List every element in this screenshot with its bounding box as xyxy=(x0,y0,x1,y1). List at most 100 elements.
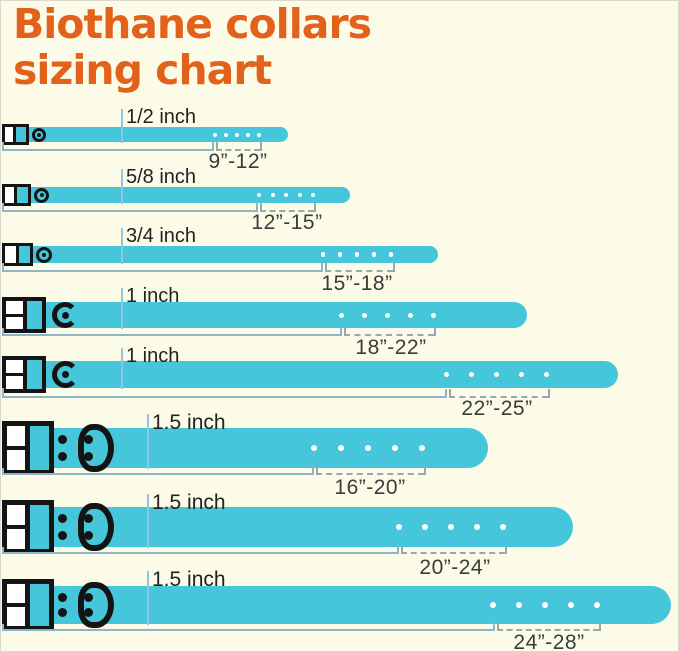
adjustment-range-bracket-line xyxy=(449,396,548,398)
rivet-icon xyxy=(58,531,67,540)
length-bracket-left-tick xyxy=(2,468,4,475)
adjustment-range-left-tick xyxy=(325,263,327,272)
adjustment-hole-icon xyxy=(361,312,367,318)
collar-width-label: 1.5 inch xyxy=(152,568,226,591)
adjustment-hole-icon xyxy=(518,372,524,377)
adjustment-range-right-tick xyxy=(599,622,601,631)
width-label-tick-line xyxy=(147,494,149,548)
small-buckle-icon xyxy=(2,243,33,266)
length-bracket-right-tick xyxy=(321,263,323,272)
adjustment-hole-icon xyxy=(396,524,402,530)
adjustment-range-left-tick xyxy=(401,545,403,554)
medium-buckle-icon xyxy=(2,356,46,393)
length-bracket-line xyxy=(2,334,341,336)
length-bracket-line xyxy=(2,552,398,554)
width-label-tick-line xyxy=(121,228,123,264)
collar-strap xyxy=(8,127,288,142)
width-label-tick-line xyxy=(121,109,123,143)
collar-width-label: 1.5 inch xyxy=(152,491,226,514)
medium-buckle-icon xyxy=(2,297,46,333)
rivet-icon xyxy=(84,608,93,617)
adjustment-range-bracket-line xyxy=(325,270,393,272)
adjustment-range-left-tick xyxy=(216,142,218,151)
length-bracket-left-tick xyxy=(2,388,4,398)
adjustment-hole-icon xyxy=(246,132,250,137)
adjustment-range-right-tick xyxy=(314,203,316,212)
buckle-frame-bar xyxy=(7,525,31,529)
rivet-icon xyxy=(58,514,67,523)
buckle-frame-bar xyxy=(6,313,27,317)
adjustment-hole-icon xyxy=(338,445,344,451)
adjustment-range-left-tick xyxy=(260,203,262,212)
buckle-dring-icon xyxy=(78,424,114,472)
length-bracket-line xyxy=(2,629,494,631)
rivet-icon xyxy=(58,593,67,602)
size-range-label: 9”-12” xyxy=(208,150,268,173)
collar-width-label: 1 inch xyxy=(126,285,180,307)
buckle-frame-bar xyxy=(7,603,31,607)
chart-title-line-1: Biothane collars xyxy=(13,0,372,48)
adjustment-range-right-tick xyxy=(393,263,395,272)
adjustment-range-left-tick xyxy=(449,389,451,398)
size-range-label: 20”-24” xyxy=(419,556,491,579)
size-range-label: 12”-15” xyxy=(251,211,323,234)
length-bracket-left-tick xyxy=(2,328,4,336)
buckle-dring-icon xyxy=(78,582,114,628)
adjustment-hole-icon xyxy=(257,132,261,137)
collar-width-label: 1.5 inch xyxy=(152,411,226,434)
large-buckle-icon xyxy=(2,579,54,631)
collar-strap xyxy=(8,586,671,624)
buckle-frame-bar xyxy=(6,373,27,376)
adjustment-hole-icon xyxy=(407,312,413,318)
buckle-ring-icon xyxy=(32,127,46,142)
adjustment-range-right-tick xyxy=(505,545,507,554)
chart-title-line-2: sizing chart xyxy=(13,46,272,94)
adjustment-range-bracket-line xyxy=(344,334,434,336)
rivet-icon xyxy=(84,452,93,461)
length-bracket-left-tick xyxy=(2,203,4,212)
buckle-pin-icon xyxy=(42,252,46,257)
length-bracket-right-tick xyxy=(312,466,314,475)
adjustment-hole-icon xyxy=(516,602,522,608)
adjustment-hole-icon xyxy=(365,445,371,451)
width-label-tick-line xyxy=(121,348,123,389)
buckle-frame-bar xyxy=(7,446,31,450)
buckle-pin-icon xyxy=(39,193,44,197)
adjustment-range-left-tick xyxy=(497,622,499,631)
adjustment-hole-icon xyxy=(235,132,239,137)
adjustment-hole-icon xyxy=(284,193,288,197)
collar-strap xyxy=(8,246,438,263)
adjustment-range-left-tick xyxy=(344,327,346,336)
adjustment-range-left-tick xyxy=(316,466,318,475)
chart-title: Biothane collars sizing chart xyxy=(13,0,372,94)
adjustment-range-bracket-line xyxy=(401,552,505,554)
adjustment-hole-icon xyxy=(338,312,344,318)
adjustment-hole-icon xyxy=(594,602,600,608)
size-range-label: 22”-25” xyxy=(461,397,533,420)
rivet-icon xyxy=(58,452,67,461)
small-buckle-icon xyxy=(2,124,29,145)
adjustment-range-right-tick xyxy=(434,327,436,336)
large-buckle-icon xyxy=(2,421,54,475)
adjustment-hole-icon xyxy=(354,252,360,257)
length-bracket-line xyxy=(2,149,213,151)
length-bracket-right-tick xyxy=(397,545,399,554)
size-range-label: 16”-20” xyxy=(334,476,406,499)
adjustment-range-bracket-line xyxy=(216,149,260,151)
buckle-pin-icon xyxy=(61,311,69,319)
length-bracket-line xyxy=(2,396,446,398)
buckle-dring-icon xyxy=(52,302,78,328)
length-bracket-left-tick xyxy=(2,142,4,151)
adjustment-range-bracket-line xyxy=(497,629,599,631)
length-bracket-line xyxy=(2,473,313,475)
size-range-label: 24”-28” xyxy=(513,631,585,652)
adjustment-range-right-tick xyxy=(260,142,262,151)
length-bracket-left-tick xyxy=(2,263,4,272)
adjustment-hole-icon xyxy=(384,312,390,318)
buckle-strap-pass xyxy=(14,187,28,203)
rivet-icon xyxy=(84,435,93,444)
width-label-tick-line xyxy=(147,414,149,469)
buckle-dring-icon xyxy=(78,503,114,551)
adjustment-range-bracket-line xyxy=(316,473,424,475)
